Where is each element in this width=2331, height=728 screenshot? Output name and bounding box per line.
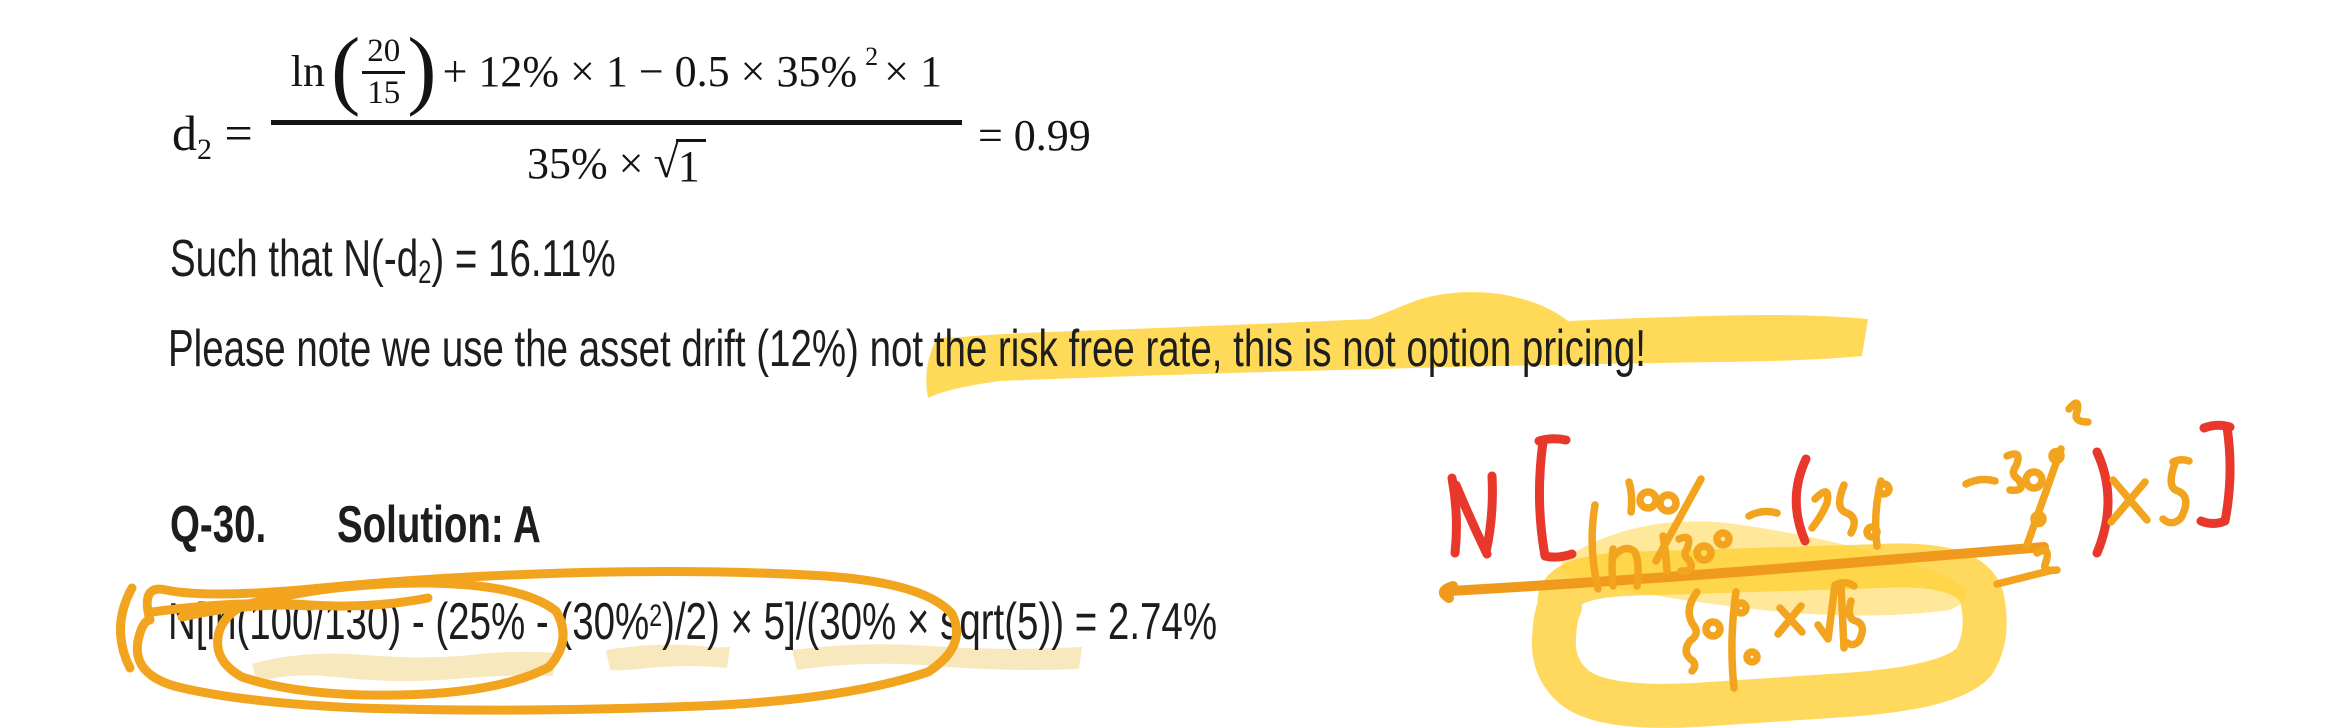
formula-d2-denominator: 35% × √ 1 xyxy=(527,125,706,189)
formula-d2-lhs: d2 = xyxy=(172,105,253,166)
radical-sign: √ xyxy=(653,136,679,188)
numerator-terms: + 12% × 1 − 0.5 × 35% xyxy=(442,47,858,97)
formula-d2-numerator: ln ( 20 15 ) + 12% × 1 − 0.5 × 35% 2 × 1 xyxy=(270,20,962,126)
formula-d2: d2 = ln ( 20 15 ) + 12% × 1 − 0.5 × 35% … xyxy=(172,20,1091,189)
formula-d2-fraction: ln ( 20 15 ) + 12% × 1 − 0.5 × 35% 2 × 1… xyxy=(270,20,962,189)
formula-d2-result: = 0.99 xyxy=(977,111,1091,160)
close-paren: ) xyxy=(407,20,437,118)
q30-label: Q-30. xyxy=(170,496,267,554)
numerator-tail: × 1 xyxy=(884,47,942,97)
squared-superscript: 2 xyxy=(865,42,879,72)
note-highlighted-text: not the risk free rate, this is not opti… xyxy=(869,320,1646,378)
line-note: Please note we use the asset drift (12%)… xyxy=(168,320,1646,380)
line-such-that: Such that N(-d2) = 16.11% xyxy=(170,230,616,291)
ln-symbol: ln xyxy=(290,47,325,97)
q30-title: Solution: A xyxy=(337,496,541,554)
note-plain-text: Please note we use the asset drift (12%) xyxy=(168,320,870,378)
inner-fraction-20-15: 20 15 xyxy=(362,34,406,110)
sqrt-1: √ 1 xyxy=(653,136,706,189)
open-paren: ( xyxy=(330,20,361,118)
formula-q30: N[ln(100/130) - (25% - (30%2)/2) × 5]/(3… xyxy=(168,593,1218,651)
